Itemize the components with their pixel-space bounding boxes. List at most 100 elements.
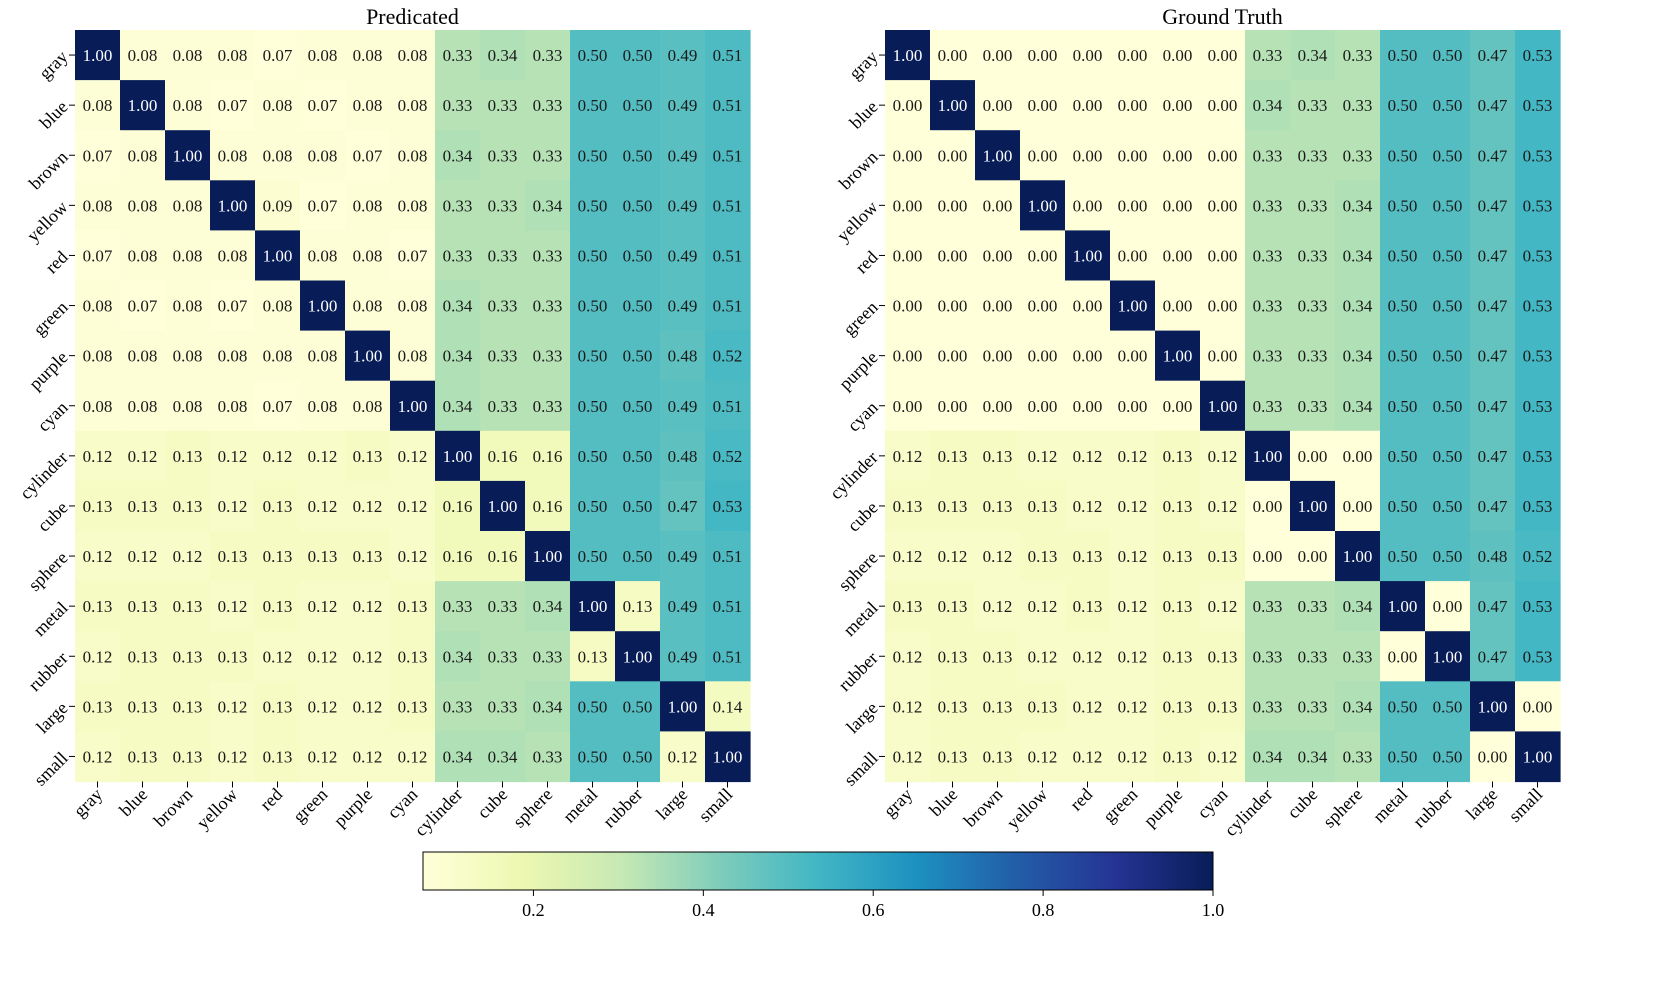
cell-value-label: 0.12 [263,647,293,666]
heatmap-cell [975,380,1021,432]
heatmap-cell [525,230,571,282]
cell-value-label: 0.12 [893,647,923,666]
cell-value-label: 0.12 [308,647,338,666]
heatmap-cell [525,380,571,432]
y-tick-label: sphere [24,548,71,595]
cell-value-label: 0.13 [308,547,338,566]
heatmap-cell [255,280,301,332]
heatmap-cell [885,380,931,432]
heatmap-cell [210,731,256,783]
y-tick-label: blue [846,97,882,133]
heatmap-cell [1335,130,1381,181]
heatmap-cell [525,480,571,532]
heatmap-cell [525,30,571,81]
heatmap-cell [1155,230,1201,282]
cell-value-label: 0.33 [1298,196,1328,215]
cell-value-label: 0.14 [713,697,743,716]
cell-value-label: 0.13 [128,597,158,616]
heatmap-cell [1515,631,1561,682]
heatmap-cell [1335,80,1381,131]
heatmap-cell [1200,280,1246,332]
heatmap-cell [705,180,751,231]
heatmap-cell [570,30,616,81]
heatmap-cell [255,380,301,432]
heatmap-cell [435,280,481,332]
heatmap-cell [1110,681,1156,732]
cell-value-label: 0.49 [668,397,698,416]
cell-value-label: 0.50 [1388,146,1418,165]
cell-value-label: 0.33 [1253,347,1283,366]
cell-value-label: 0.50 [623,246,653,265]
heatmap-cell [705,230,751,282]
heatmap-cell [885,581,931,632]
cell-value-label: 0.00 [1028,397,1058,416]
heatmap-cell [435,80,481,131]
heatmap-cell [300,280,346,332]
cell-value-label: 0.51 [713,397,743,416]
heatmap-cell [1335,380,1381,432]
cell-value-label: 0.12 [938,547,968,566]
heatmap-cell [300,631,346,682]
cell-value-label: 0.12 [173,547,203,566]
cell-value-label: 0.08 [173,96,203,115]
heatmap-cell [1245,581,1291,632]
cell-value-label: 0.52 [1523,547,1553,566]
cell-value-label: 0.13 [623,597,653,616]
heatmap-cell [615,180,661,231]
cell-value-label: 0.00 [1388,647,1418,666]
heatmap-cell [1155,581,1201,632]
heatmap-cell [1470,430,1516,482]
heatmap-cell [660,380,706,432]
cell-value-label: 0.16 [488,547,518,566]
cell-value-label: 0.08 [173,297,203,316]
heatmap-cell [75,430,121,482]
cell-value-label: 0.49 [668,46,698,65]
cell-value-label: 0.08 [263,96,293,115]
heatmap-cell [480,280,526,332]
cell-value-label: 0.33 [488,146,518,165]
cell-value-label: 0.34 [1343,597,1373,616]
cell-value-label: 0.50 [1433,497,1463,516]
cell-value-label: 0.00 [983,246,1013,265]
cell-value-label: 0.34 [443,146,473,165]
heatmap-cell [930,330,976,382]
cell-value-label: 0.12 [1073,647,1103,666]
x-tick-label: metal [559,784,601,826]
heatmap-cell [1470,631,1516,682]
heatmap-cell [1020,631,1066,682]
x-tick-label: cylinder [410,784,466,840]
heatmap-cell [1335,30,1381,81]
cell-value-label: 0.12 [668,747,698,766]
x-tick-label: yellow [1003,784,1052,833]
cell-value-label: 0.33 [1253,246,1283,265]
cell-value-label: 1.00 [893,46,923,65]
cell-value-label: 1.00 [1523,747,1553,766]
y-tick-label: purple [25,347,72,394]
cell-value-label: 0.00 [893,397,923,416]
heatmap-cell [930,631,976,682]
heatmap-cell [345,731,391,783]
cell-value-label: 0.12 [218,447,248,466]
cell-value-label: 0.34 [1253,747,1283,766]
cell-value-label: 0.50 [1433,96,1463,115]
heatmap-cell [300,330,346,382]
cell-value-label: 0.50 [578,96,608,115]
cell-value-label: 0.53 [1523,497,1553,516]
cell-value-label: 0.13 [83,497,113,516]
heatmap-cell [1290,681,1336,732]
cell-value-label: 1.00 [173,146,203,165]
cell-value-label: 0.12 [398,447,428,466]
heatmap-cell [1380,480,1426,532]
heatmap-cell [1020,430,1066,482]
heatmap-cell [1245,30,1291,81]
heatmap-cell [120,80,166,131]
heatmap-cell [255,30,301,81]
heatmap-cell [480,330,526,382]
heatmap-cell [165,380,211,432]
heatmap-cell [1290,130,1336,181]
heatmap-cell [390,330,436,382]
heatmap-cell [345,681,391,732]
heatmap-cell [255,531,301,582]
heatmap-cell [1110,631,1156,682]
heatmap-cell [75,180,121,231]
